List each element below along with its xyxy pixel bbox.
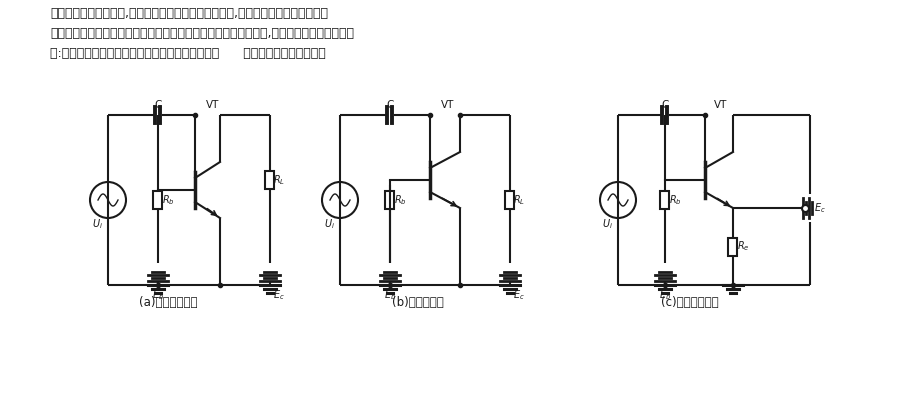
- Text: $U_i$: $U_i$: [323, 217, 335, 231]
- Text: $R_b$: $R_b$: [394, 193, 406, 207]
- Text: $E_b$: $E_b$: [152, 288, 163, 302]
- Text: C: C: [661, 100, 668, 110]
- Text: 种:共发射极电路、共基极电路、共集电极电路。图      就是这三种电路的接法。: 种:共发射极电路、共基极电路、共集电极电路。图 就是这三种电路的接法。: [50, 47, 325, 60]
- Text: $R_b$: $R_b$: [668, 193, 681, 207]
- Text: $E_c$: $E_c$: [512, 288, 525, 302]
- Text: $R_b$: $R_b$: [162, 193, 174, 207]
- Text: $E_c$: $E_c$: [273, 288, 284, 302]
- Text: (a)共发射极电路: (a)共发射极电路: [138, 295, 197, 308]
- Text: (c)共集电极电路: (c)共集电极电路: [660, 295, 718, 308]
- Text: $E_b$: $E_b$: [384, 288, 396, 302]
- Text: 放大电路在放大信号时,总有两个电极作为信号的输入端,同时也有两个电极作为输出: 放大电路在放大信号时,总有两个电极作为信号的输入端,同时也有两个电极作为输出: [50, 7, 328, 20]
- Text: (b)共基极电路: (b)共基极电路: [392, 295, 443, 308]
- Text: VT: VT: [206, 100, 219, 110]
- Text: $U_i$: $U_i$: [601, 217, 612, 231]
- Text: $E_b$: $E_b$: [658, 288, 670, 302]
- Text: 端。根据半导体三极箣三个电极与电路输入端、输出端的连接方式,基本放大电路可归纳为三: 端。根据半导体三极箣三个电极与电路输入端、输出端的连接方式,基本放大电路可归纳为…: [50, 27, 354, 40]
- Text: $R_L$: $R_L$: [512, 193, 525, 207]
- Text: $R_L$: $R_L$: [273, 173, 284, 187]
- Text: $R_e$: $R_e$: [736, 240, 749, 254]
- Text: $U_i$: $U_i$: [92, 217, 103, 231]
- Text: VT: VT: [713, 100, 727, 110]
- Text: VT: VT: [441, 100, 454, 110]
- Text: C: C: [386, 100, 393, 110]
- Text: C: C: [154, 100, 162, 110]
- Text: $E_c$: $E_c$: [813, 201, 824, 215]
